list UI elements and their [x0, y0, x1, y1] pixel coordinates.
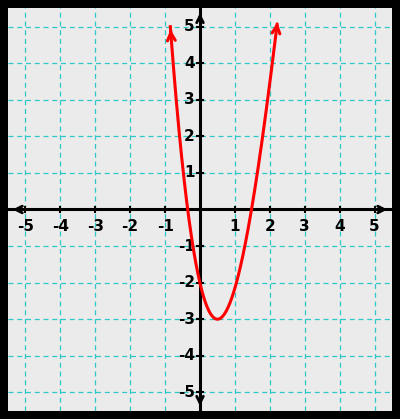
Text: -4: -4 [178, 348, 195, 363]
Text: 2: 2 [184, 129, 195, 144]
Text: 1: 1 [184, 166, 195, 181]
Text: -1: -1 [157, 219, 174, 234]
Text: 4: 4 [184, 56, 195, 71]
Text: -3: -3 [87, 219, 104, 234]
Text: 2: 2 [264, 219, 275, 234]
Text: 3: 3 [184, 92, 195, 107]
Text: 5: 5 [184, 19, 195, 34]
Text: -2: -2 [178, 275, 195, 290]
Text: -5: -5 [17, 219, 34, 234]
Text: 5: 5 [369, 219, 380, 234]
Text: -2: -2 [122, 219, 139, 234]
Text: 1: 1 [230, 219, 240, 234]
Text: -4: -4 [52, 219, 69, 234]
Text: 4: 4 [334, 219, 345, 234]
Text: 3: 3 [300, 219, 310, 234]
Text: -3: -3 [178, 312, 195, 327]
Text: -1: -1 [178, 238, 195, 253]
Text: -5: -5 [178, 385, 195, 400]
